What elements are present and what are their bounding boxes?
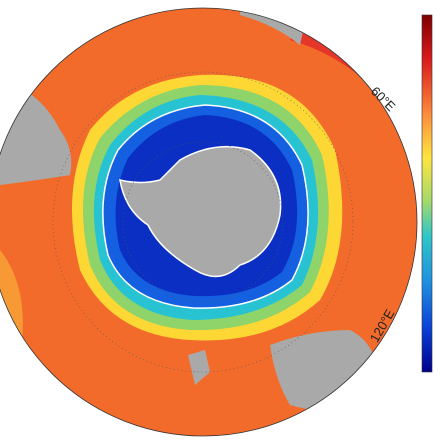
latitude-circle: [52, 71, 354, 373]
map-border: [0, 7, 418, 437]
ocean-warm: [290, 20, 417, 130]
latitude-circle: [122, 141, 284, 303]
antarctica: [119, 145, 282, 278]
new-zealand: [188, 350, 210, 385]
colorbar: [421, 14, 433, 373]
